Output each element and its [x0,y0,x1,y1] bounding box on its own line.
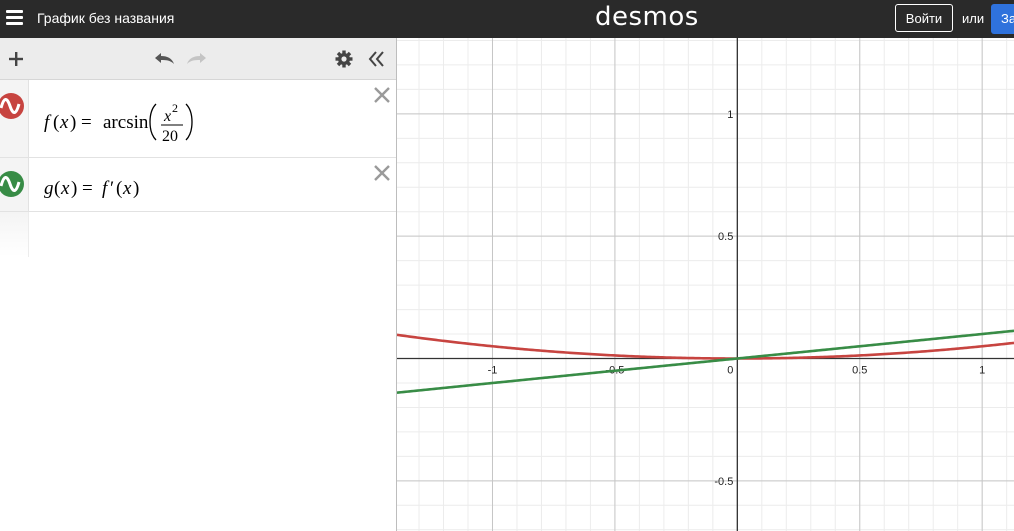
svg-text:(: ( [116,178,122,199]
settings-button[interactable] [332,38,356,80]
numerator-exponent: 2 [172,101,178,115]
svg-text:=: = [82,178,93,199]
expression-gutter [0,158,29,211]
denominator: 20 [162,128,178,145]
new-expression-row[interactable] [0,212,29,257]
expression-toolbar [0,38,396,80]
y-tick-label: 1 [727,109,733,121]
y-tick-label: -0.5 [714,476,733,488]
function-name-g: g [44,178,54,199]
red-graph-toggle-icon[interactable] [0,93,24,119]
y-tick-label: 0.5 [718,231,733,243]
graph-title[interactable]: График без названия [37,10,175,26]
svg-text:=: = [81,112,92,133]
expression-gutter: 1 [0,80,29,157]
redo-button[interactable] [184,38,210,80]
sign-up-button[interactable]: За [991,4,1014,34]
collapse-panel-button[interactable] [364,38,390,80]
variable-x: x [59,112,69,133]
or-label: или [962,11,985,26]
variable-x: x [60,178,70,199]
svg-text:(: ( [53,112,59,133]
prime-mark: ′ [110,178,114,199]
delete-expression-2-icon[interactable] [373,164,391,182]
undo-icon [155,53,174,64]
top-bar: График без названия desmos Войти или За [0,0,1014,38]
curve-g [397,329,1014,394]
green-graph-toggle-icon[interactable] [0,171,24,197]
expression-row-2[interactable]: g ( x ) = f ′ ( x ) [0,158,396,212]
function-arcsin: arcsin [103,112,149,133]
graph-canvas[interactable]: -1 -0.5 0 0.5 1 1 0.5 -0.5 [397,38,1014,531]
plus-icon [9,52,23,66]
sign-in-button[interactable]: Войти [895,4,953,32]
expression-panel: 1 f ( x ) = arcsin x 2 20 [0,38,397,531]
svg-text:): ) [71,178,77,199]
add-item-button[interactable] [4,38,28,80]
variable-x: x [122,178,132,199]
delete-expression-1-icon[interactable] [373,86,391,104]
redo-icon [187,53,206,64]
function-name-f: f [102,178,110,199]
gear-icon [335,50,353,68]
double-chevron-left-icon [368,51,384,67]
desmos-logo: desmos [595,2,699,32]
x-tick-label: 0.5 [852,365,867,377]
hamburger-menu-icon[interactable] [6,10,23,26]
function-name-f: f [44,112,52,133]
x-tick-label: 0 [727,365,733,377]
expression-row-1[interactable]: 1 f ( x ) = arcsin x 2 20 [0,80,396,158]
x-tick-label: -1 [488,365,498,377]
x-tick-label: 1 [979,365,985,377]
svg-text:): ) [133,178,139,199]
graph-svg[interactable]: -1 -0.5 0 0.5 110.5-0.5 [397,38,1014,531]
svg-text:(: ( [54,178,60,199]
numerator-variable: x [163,108,171,125]
curve-f [397,333,1014,360]
undo-button[interactable] [151,38,177,80]
svg-text:): ) [70,112,76,133]
